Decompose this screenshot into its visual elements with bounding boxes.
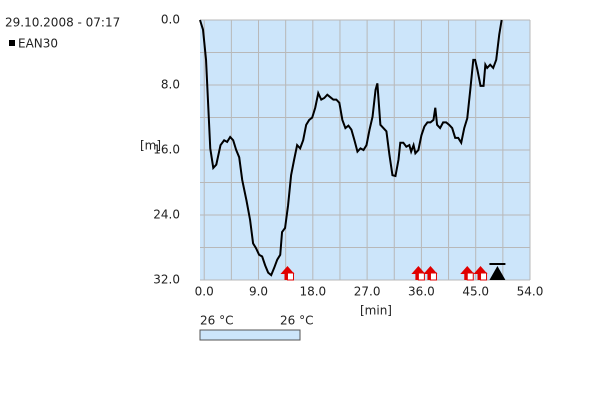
temperature-strip [199, 329, 301, 341]
temp-start: 26 °C [200, 314, 233, 328]
surface-marker [489, 266, 506, 280]
x-tick-label: 18.0 [299, 285, 326, 299]
dive-date: 29.10.2008 - 07:17 [5, 16, 120, 30]
warning-badge [417, 272, 425, 281]
warning-badge [480, 272, 488, 281]
x-tick-label: 54.0 [517, 285, 544, 299]
x-tick-label: 9.0 [249, 285, 268, 299]
depth-line [199, 19, 503, 277]
y-tick-label: 24.0 [153, 208, 180, 222]
y-axis-label: [m] [140, 139, 161, 153]
legend-swatch [9, 40, 15, 46]
warning-badge [466, 272, 474, 281]
y-tick-label: 32.0 [153, 273, 180, 287]
temp-end: 26 °C [280, 314, 313, 328]
x-tick-label: 0.0 [195, 285, 214, 299]
y-tick-label: 8.0 [161, 78, 180, 92]
y-tick-label: 16.0 [153, 143, 180, 157]
x-tick-label: 45.0 [462, 285, 489, 299]
x-tick-label: 27.0 [354, 285, 381, 299]
warning-badge [286, 272, 294, 281]
warning-badge [429, 272, 437, 281]
x-tick-label: 36.0 [408, 285, 435, 299]
y-tick-label: 0.0 [161, 13, 180, 27]
legend-label: EAN30 [18, 37, 58, 51]
x-axis-label: [min] [360, 304, 392, 318]
